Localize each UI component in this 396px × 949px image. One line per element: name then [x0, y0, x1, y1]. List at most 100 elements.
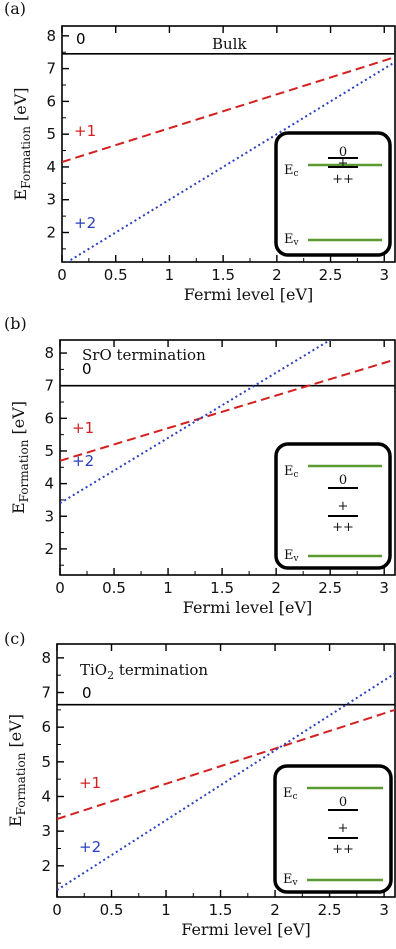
- y-tick-label: 8: [46, 27, 56, 45]
- charge-label-plus2: +2: [79, 838, 101, 856]
- level-label-plusplus: ++: [332, 172, 354, 187]
- y-axis-label: EFormation [eV]: [9, 401, 31, 514]
- annotation: SrO termination: [82, 346, 206, 364]
- charge-label-0: 0: [82, 684, 92, 702]
- panel-label: (a): [4, 0, 26, 18]
- series-line-charge-plus1: [60, 358, 395, 462]
- level-label-plusplus: ++: [332, 520, 354, 535]
- y-tick-label: 5: [44, 442, 54, 460]
- series-line-charge-plus1: [57, 708, 395, 820]
- y-tick-label: 3: [41, 822, 51, 840]
- series-lines: [62, 53, 395, 262]
- y-tick-label: 4: [44, 475, 54, 493]
- y-tick-label: 5: [46, 125, 56, 143]
- series-lines: [60, 340, 395, 505]
- inset-frame: [273, 764, 393, 894]
- y-tick-label: 2: [41, 857, 51, 875]
- series-line-charge-plus2: [60, 340, 333, 505]
- y-tick-label: 3: [44, 507, 54, 525]
- annotation: Bulk: [212, 35, 247, 53]
- x-tick-label: 1: [161, 901, 171, 919]
- x-tick-label: 2.5: [319, 266, 343, 284]
- y-tick-label: 4: [46, 158, 56, 176]
- plot-frame: [59, 339, 396, 576]
- charge-label-plus1: +1: [72, 419, 94, 437]
- charge-label-plus1: +1: [79, 774, 101, 792]
- y-tick-label: 6: [44, 409, 54, 427]
- charge-label-0: 0: [76, 30, 86, 48]
- charge-label-plus2: +2: [72, 452, 94, 470]
- panel-label: (b): [4, 314, 27, 333]
- y-tick-label: 8: [41, 649, 51, 667]
- x-tick-label: 0.5: [102, 579, 126, 597]
- x-tick-label: 2: [270, 901, 280, 919]
- series-line-charge-plus2: [65, 61, 395, 262]
- y-tick-label: 2: [44, 540, 54, 558]
- x-tick-label: 0: [57, 266, 67, 284]
- panel-b: (b) 0 0.5 1 1.5 2 2.5 3 2 3 4 5 6 7 8 Fermi level [eV] E…: [4, 314, 396, 617]
- inset-frame: [274, 442, 392, 570]
- y-tick-label: 6: [41, 718, 51, 736]
- x-tick-label: 1: [165, 266, 175, 284]
- x-tick-label: 2: [271, 579, 281, 597]
- x-tick-label: 1.5: [209, 901, 233, 919]
- ec-label: Ec: [284, 464, 299, 480]
- y-tick-label: 4: [41, 787, 51, 805]
- x-axis-label: Fermi level [eV]: [184, 285, 314, 304]
- series-lines: [57, 672, 395, 891]
- x-axis-label: Fermi level [eV]: [181, 920, 311, 939]
- y-tick-label: 6: [46, 92, 56, 110]
- ec-label: Ec: [283, 786, 298, 802]
- y-tick-label: 3: [46, 191, 56, 209]
- x-tick-label: 3: [379, 579, 389, 597]
- x-tick-label: 2.5: [318, 579, 342, 597]
- x-tick-label: 1: [163, 579, 173, 597]
- y-tick-label: 5: [41, 753, 51, 771]
- charge-label-plus1: +1: [74, 122, 96, 140]
- y-tick-label: 7: [44, 377, 54, 395]
- y-axis-label: EFormation [eV]: [6, 714, 28, 827]
- inset-frame: [274, 131, 392, 257]
- x-tick-label: 1.5: [210, 579, 234, 597]
- level-label-plus: +: [338, 156, 349, 171]
- y-axis-label: EFormation [eV]: [11, 87, 33, 200]
- plot-frame: [56, 643, 396, 898]
- level-label-plus: +: [338, 821, 349, 836]
- x-tick-label: 0: [55, 579, 65, 597]
- x-tick-label: 3: [379, 266, 389, 284]
- ev-label: Ev: [284, 548, 300, 564]
- x-tick-label: 2: [272, 266, 282, 284]
- charge-label-0: 0: [82, 360, 92, 378]
- x-tick-label: 3: [379, 901, 389, 919]
- ev-label: Ev: [283, 872, 299, 888]
- x-tick-label: 0: [52, 901, 62, 919]
- annotation: TiO2 termination: [80, 661, 208, 682]
- x-axis-label: Fermi level [eV]: [183, 598, 313, 617]
- x-tick-label: 0.5: [104, 266, 128, 284]
- series-line-charge-plus1: [62, 56, 395, 163]
- x-tick-label: 0.5: [100, 901, 124, 919]
- ec-label: Ec: [284, 163, 299, 179]
- level-label-0: 0: [339, 145, 347, 160]
- x-tick-label: 1.5: [211, 266, 235, 284]
- level-label-0: 0: [339, 473, 347, 488]
- ev-label: Ev: [284, 232, 300, 248]
- y-tick-label: 2: [46, 224, 56, 242]
- y-tick-label: 7: [46, 60, 56, 78]
- y-tick-label: 7: [41, 684, 51, 702]
- series-line-charge-plus2: [57, 672, 395, 891]
- panel-label: (c): [4, 629, 25, 648]
- level-label-plus: +: [338, 499, 349, 514]
- x-tick-label: 2.5: [318, 901, 342, 919]
- level-label-plusplus: ++: [332, 842, 354, 857]
- charge-label-plus2: +2: [74, 214, 96, 232]
- panel-a: (a) 0 0.5 1 1.5 2 2.5 3 2 3 4 5 6 7 8 Fermi level [eV] E…: [4, 0, 396, 304]
- plot-frame: [61, 25, 396, 263]
- level-label-0: 0: [339, 795, 347, 810]
- panel-c: (c) 0 0.5 1 1.5 2 2.5 3 2 3 4 5 6 7 8 Fermi level [eV] E…: [4, 629, 396, 939]
- y-tick-label: 8: [44, 344, 54, 362]
